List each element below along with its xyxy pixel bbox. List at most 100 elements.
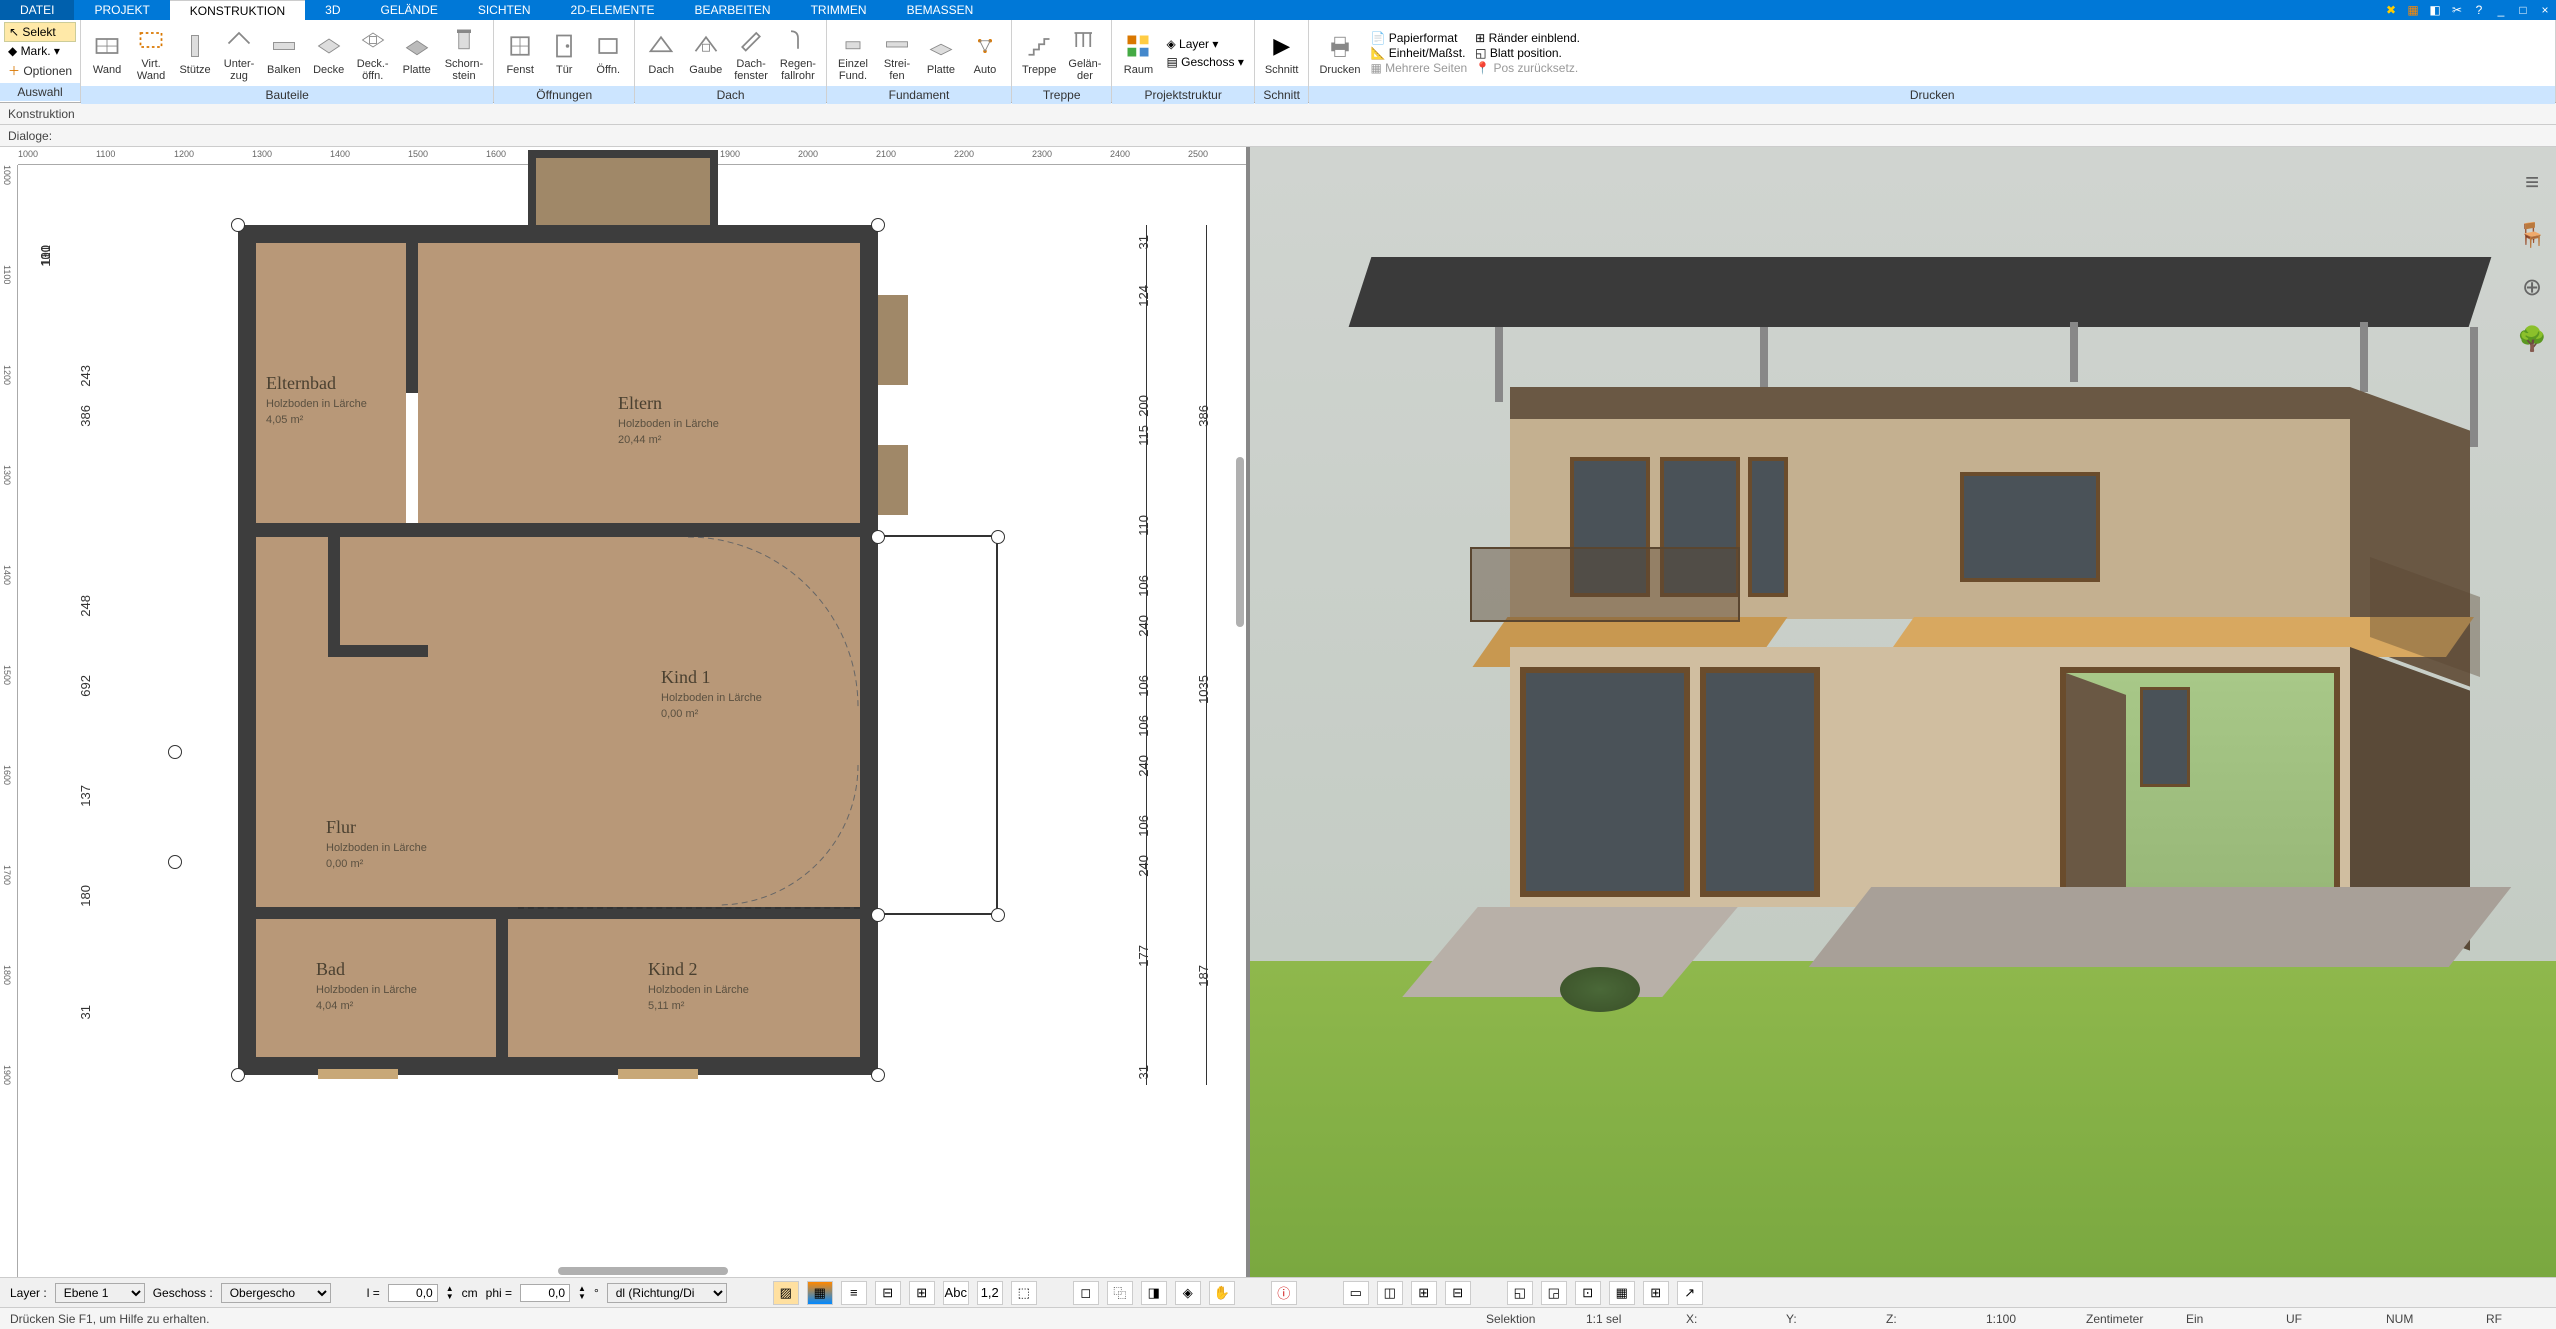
title-icons: ✖ ▦ ◧ ✂ ? _ □ × — [2380, 0, 2556, 20]
minimize-icon[interactable]: _ — [2490, 0, 2512, 20]
treppe-button[interactable]: Treppe — [1016, 22, 1062, 84]
auto-button[interactable]: Auto — [963, 22, 1007, 84]
room-elternbad: Elternbad Holzboden in Lärche 4,05 m² — [256, 243, 406, 523]
3d-view[interactable]: ≡ 🪑 ⊕ 🌳 — [1250, 147, 2556, 1277]
oeffn-button[interactable]: Öffn. — [586, 22, 630, 84]
tb-m2[interactable]: ◲ — [1541, 1281, 1567, 1305]
schornstein-button[interactable]: Schorn- stein — [439, 22, 490, 84]
menu-bemassen[interactable]: BEMASSEN — [887, 0, 994, 20]
balken-button[interactable]: Balken — [261, 22, 307, 84]
vscroll-thumb[interactable] — [1236, 457, 1244, 627]
decke-button[interactable]: Decke — [307, 22, 351, 84]
2d-view[interactable]: 1000110012001300140015001600170018001900… — [0, 147, 1250, 1277]
menu-datei[interactable]: DATEI — [0, 0, 74, 20]
chair-icon[interactable]: 🪑 — [2516, 219, 2548, 251]
dach-button[interactable]: Dach — [639, 22, 683, 84]
tb-m1[interactable]: ◱ — [1507, 1281, 1533, 1305]
pos-zuruecksetz-button[interactable]: 📍 Pos zurücksetz. — [1475, 61, 1580, 75]
hscroll-thumb[interactable] — [558, 1267, 728, 1275]
tb-m3[interactable]: ⊡ — [1575, 1281, 1601, 1305]
layer-dropdown[interactable]: ◈ Layer ▾ — [1164, 35, 1245, 53]
tb-align-center[interactable]: ⊟ — [875, 1281, 901, 1305]
mark-button[interactable]: ◆ Mark. ▾ — [4, 42, 76, 60]
menu-2d-elemente[interactable]: 2D-ELEMENTE — [551, 0, 675, 20]
tb-m5[interactable]: ⊞ — [1643, 1281, 1669, 1305]
tuer-button[interactable]: Tür — [542, 22, 586, 84]
tb-align-left[interactable]: ≡ — [841, 1281, 867, 1305]
fundplatte-icon — [925, 30, 957, 62]
tb-dim[interactable]: 1,2 — [977, 1281, 1003, 1305]
optionen-button[interactable]: ＋ Optionen — [4, 60, 76, 81]
target-icon[interactable]: ⊕ — [2516, 271, 2548, 303]
menu-trimmen[interactable]: TRIMMEN — [791, 0, 887, 20]
wand-button[interactable]: Wand — [85, 22, 129, 84]
unterzug-button[interactable]: Unter- zug — [217, 22, 261, 84]
tb-info[interactable]: ⓘ — [1271, 1281, 1297, 1305]
tb-v2[interactable]: ◫ — [1377, 1281, 1403, 1305]
menu-3d[interactable]: 3D — [305, 0, 360, 20]
tb-fill[interactable]: ▨ — [773, 1281, 799, 1305]
geschoss-select[interactable]: Obergescho — [221, 1283, 331, 1303]
gelaender-button[interactable]: Gelän- der — [1062, 22, 1107, 84]
group-label-fundament: Fundament — [827, 86, 1011, 104]
window-icon[interactable]: ▦ — [2402, 0, 2424, 20]
tb-layers[interactable]: ◈ — [1175, 1281, 1201, 1305]
tb-m6[interactable]: ↗ — [1677, 1281, 1703, 1305]
scissors-icon[interactable]: ✂ — [2446, 0, 2468, 20]
tb-hand[interactable]: ✋ — [1209, 1281, 1235, 1305]
blatt-position-button[interactable]: ◱ Blatt position. — [1475, 46, 1580, 60]
papierformat-button[interactable]: 📄 Papierformat — [1370, 31, 1467, 45]
tb-m4[interactable]: ▦ — [1609, 1281, 1635, 1305]
platte-button[interactable]: Platte — [395, 22, 439, 84]
dachfenster-button[interactable]: Dach- fenster — [728, 22, 774, 84]
tb-align-right[interactable]: ⊞ — [909, 1281, 935, 1305]
tb-select[interactable]: ◻ — [1073, 1281, 1099, 1305]
help-icon[interactable]: ? — [2468, 0, 2490, 20]
bush — [1560, 967, 1640, 1012]
einheit-button[interactable]: 📐 Einheit/Maßst. — [1370, 46, 1467, 60]
menu-gelaende[interactable]: GELÄNDE — [360, 0, 457, 20]
raender-button[interactable]: ⊞ Ränder einblend. — [1475, 31, 1580, 45]
schnitt-button[interactable]: ▶Schnitt — [1259, 22, 1305, 84]
gaube-icon — [690, 30, 722, 62]
geschoss-dropdown[interactable]: ▤ Geschoss ▾ — [1164, 53, 1245, 71]
mehrere-seiten-button[interactable]: ▦ Mehrere Seiten — [1370, 61, 1467, 75]
einzelfund-button[interactable]: Einzel Fund. — [831, 22, 875, 84]
regenfallrohr-button[interactable]: Regen- fallrohr — [774, 22, 822, 84]
plan-canvas[interactable]: 31 100 110 386 243 248 692 137 180 31 — [18, 165, 1246, 1277]
virt-wand-button[interactable]: Virt. Wand — [129, 22, 173, 84]
status-uf: UF — [2286, 1312, 2346, 1326]
cube-icon[interactable]: ◧ — [2424, 0, 2446, 20]
l-input[interactable] — [388, 1284, 438, 1302]
tree-icon[interactable]: 🌳 — [2516, 323, 2548, 355]
menu-projekt[interactable]: PROJEKT — [74, 0, 169, 20]
fenster-button[interactable]: Fenst — [498, 22, 542, 84]
tb-v1[interactable]: ▭ — [1343, 1281, 1369, 1305]
streifen-button[interactable]: Strei- fen — [875, 22, 919, 84]
tb-gradient[interactable]: ▦ — [807, 1281, 833, 1305]
selekt-button[interactable]: ↖ Selekt — [4, 22, 76, 42]
gaube-button[interactable]: Gaube — [683, 22, 728, 84]
tb-bounds[interactable]: ⬚ — [1011, 1281, 1037, 1305]
close-icon[interactable]: × — [2534, 0, 2556, 20]
layer-select[interactable]: Ebene 1 — [55, 1283, 145, 1303]
mode-select[interactable]: dl (Richtung/Di — [607, 1283, 727, 1303]
tool-icon[interactable]: ✖ — [2380, 0, 2402, 20]
fundplatte-button[interactable]: Platte — [919, 22, 963, 84]
phi-input[interactable] — [520, 1284, 570, 1302]
tb-v4[interactable]: ⊟ — [1445, 1281, 1471, 1305]
tb-3d[interactable]: ◨ — [1141, 1281, 1167, 1305]
view-side-icons: ≡ 🪑 ⊕ 🌳 — [2516, 167, 2548, 355]
drucken-button[interactable]: Drucken — [1313, 22, 1366, 84]
maximize-icon[interactable]: □ — [2512, 0, 2534, 20]
tb-copy[interactable]: ⿻ — [1107, 1281, 1133, 1305]
tb-text[interactable]: Abc — [943, 1281, 969, 1305]
menu-bearbeiten[interactable]: BEARBEITEN — [675, 0, 791, 20]
layers-icon[interactable]: ≡ — [2516, 167, 2548, 199]
tb-v3[interactable]: ⊞ — [1411, 1281, 1437, 1305]
menu-konstruktion[interactable]: KONSTRUKTION — [170, 0, 305, 20]
raum-button[interactable]: Raum — [1116, 22, 1160, 84]
deckoeffn-button[interactable]: Deck.- öffn. — [351, 22, 395, 84]
stuetze-button[interactable]: Stütze — [173, 22, 217, 84]
menu-sichten[interactable]: SICHTEN — [458, 0, 551, 20]
